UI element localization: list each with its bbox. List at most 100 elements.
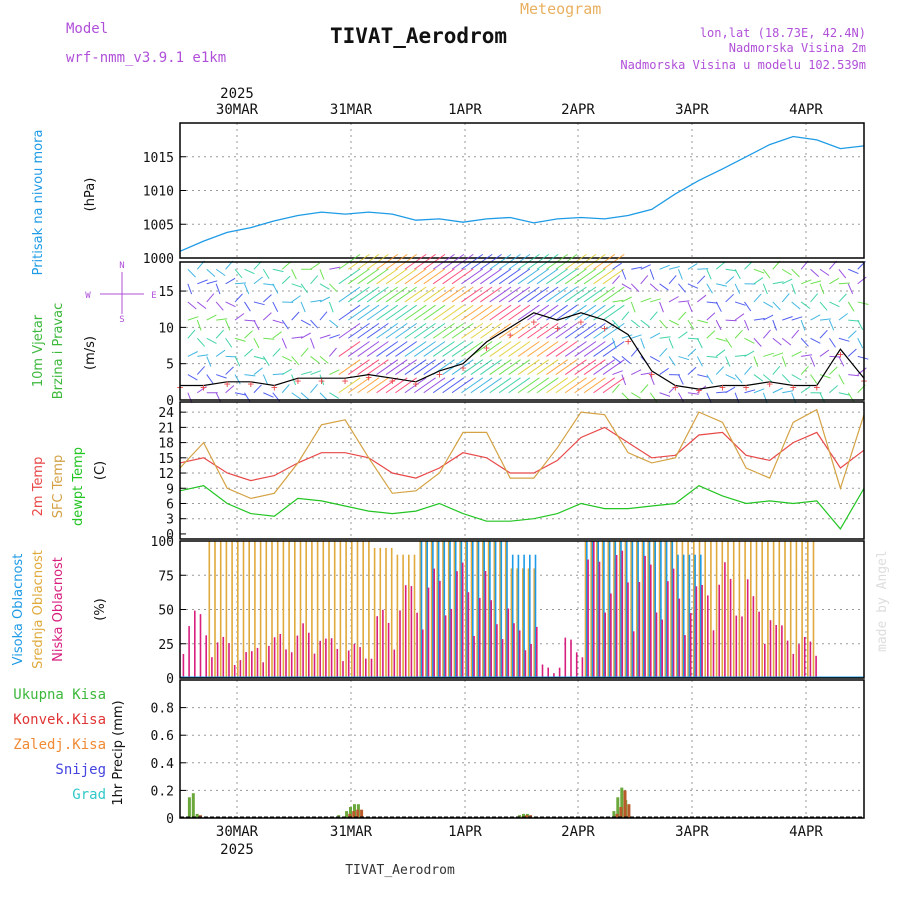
wind-arrow: [602, 341, 625, 357]
wind-arrow: [263, 283, 275, 286]
cloud-bar-cloud_high: [420, 541, 423, 678]
wind-arrow: [725, 293, 734, 303]
cloud-bar-cloud_low: [228, 643, 230, 678]
wind-arrow: [527, 304, 550, 321]
cloud-bar-cloud_low: [792, 653, 795, 678]
wind-arrow: [621, 374, 627, 386]
wind-arrow: [244, 301, 251, 312]
wind-arrow: [716, 391, 728, 394]
cloud-bar-cloud_high: [591, 541, 594, 678]
wind-gust-marker: +: [413, 378, 420, 391]
cloud-bar-cloud_mid: [385, 547, 387, 678]
wind-arrow: [234, 356, 241, 367]
wind-arrow: [442, 322, 465, 339]
wind-arrow: [357, 322, 380, 339]
wind-arrow: [819, 268, 830, 276]
precip-legend-5: Grad: [72, 787, 106, 803]
cloud-bar-cloud_low: [729, 578, 732, 678]
wind-arrow: [263, 337, 275, 340]
wind-arrow: [611, 338, 617, 349]
wind-arrow: [555, 268, 578, 285]
wind-arrow: [197, 354, 209, 357]
compass-w-label: W: [85, 291, 91, 301]
wind-arrow: [234, 313, 245, 321]
cloud-bar-cloud_mid: [784, 541, 786, 678]
wind-arrow: [347, 286, 370, 303]
cloud-ylabel-2: Srednja Oblacnost: [31, 550, 46, 669]
cloud-bar-cloud_mid: [516, 568, 518, 678]
wind-arrow: [649, 332, 661, 339]
xtick-top-label: 3APR: [675, 102, 709, 118]
wind-arrow: [800, 366, 809, 375]
cloud-bar-cloud_mid: [596, 541, 598, 678]
wind-arrow: [564, 286, 587, 303]
wind-arrow: [687, 301, 693, 313]
wind-arrow: [697, 374, 709, 378]
wind-arrow: [555, 304, 578, 321]
compass-e-label: E: [151, 291, 156, 301]
cloud-bar-cloud_high: [529, 554, 531, 678]
cloud-bar-cloud_mid: [522, 568, 524, 678]
wind-arrow: [215, 268, 226, 277]
wind-arrow: [687, 263, 698, 270]
wind-arrow: [357, 377, 380, 394]
wind-arrow: [819, 392, 826, 403]
cloud-bar-cloud_mid: [351, 541, 353, 678]
wind-arrow: [300, 347, 309, 357]
cloud-bar-cloud_low: [524, 650, 527, 678]
wind-arrow: [291, 311, 300, 321]
wind-arrow: [857, 319, 864, 331]
cloud-bar-cloud_low: [290, 652, 293, 678]
wind-arrow: [253, 384, 262, 394]
cloud-bar-cloud_high: [688, 554, 691, 678]
wind-arrow: [527, 322, 550, 339]
cloud-bar-cloud_low: [365, 658, 367, 678]
panel-frame-cloud: [179, 540, 865, 679]
wind-arrow: [659, 347, 668, 357]
wind-arrow: [536, 286, 559, 303]
cloud-ylabel-3: Niska Oblacnost: [51, 557, 66, 662]
cloud-bar-cloud_mid: [618, 541, 621, 678]
cloud-bar-cloud_low: [530, 643, 532, 678]
cloud-bar-cloud_mid: [664, 541, 667, 678]
wind-arrow: [536, 322, 559, 339]
wind-arrow: [310, 383, 318, 394]
cloud-bar-cloud_mid: [425, 541, 427, 678]
wind-arrow: [564, 377, 587, 394]
cloud-bar-cloud_low: [427, 587, 430, 678]
cloud-bar-cloud_low: [262, 662, 264, 678]
wind-arrow: [461, 268, 484, 285]
wind-arrow: [782, 390, 794, 394]
cloud-bar-cloud_low: [764, 643, 766, 678]
wind-arrow: [216, 374, 227, 379]
wind-arrow: [763, 301, 774, 308]
wind-arrow: [621, 283, 632, 290]
wind-arrow: [564, 304, 587, 321]
cloud-bar-cloud_low: [245, 652, 247, 678]
wind-arrow: [187, 374, 198, 381]
wind-arrow: [329, 283, 338, 293]
wind-arrow: [376, 304, 399, 321]
wind-arrow: [423, 377, 446, 394]
wind-arrow: [310, 356, 320, 364]
wind-arrow: [281, 338, 287, 349]
wind-arrow: [828, 319, 835, 331]
wind-arrow: [602, 304, 625, 321]
cloud-bar-cloud_mid: [590, 541, 592, 678]
wind-arrow: [234, 374, 241, 385]
cloud-bar-cloud_mid: [795, 541, 798, 678]
wind-arrow: [300, 332, 311, 339]
cloud-bar-cloud_low: [581, 657, 584, 678]
cloud-bar-cloud_low: [587, 559, 589, 678]
wind-arrow: [848, 319, 860, 322]
wind-arrow: [347, 322, 370, 339]
cloud-bar-cloud_mid: [704, 541, 706, 678]
precip-bar-precip_total: [612, 811, 616, 818]
wind-arrow: [442, 286, 465, 303]
wind-arrow: [800, 319, 806, 331]
wind-gust-marker: +: [743, 381, 750, 394]
wind-arrow: [847, 301, 855, 312]
wind-arrow: [498, 268, 521, 285]
